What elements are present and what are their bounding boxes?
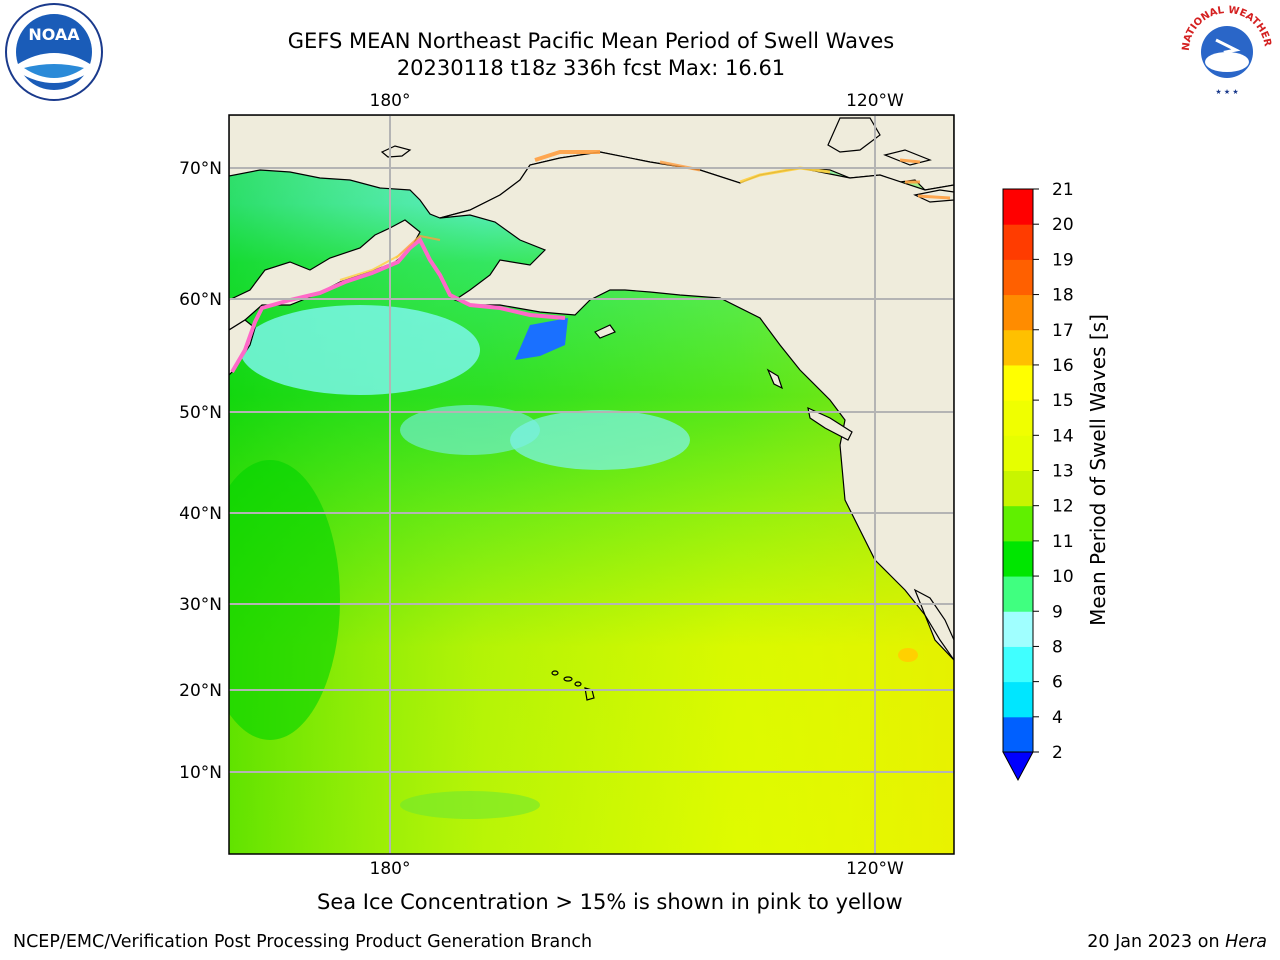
colorbar-swatch [1003,646,1033,683]
lat-label-10n: 10°N [179,763,222,783]
colorbar-swatch [1003,364,1033,401]
colorbar-extend-triangle [1002,751,1034,782]
colorbar-tick-label: 16 [1052,356,1074,376]
lon-label-bottom-180: 180° [370,859,411,879]
lat-label-60n: 60°N [179,290,222,310]
noaa-logo-icon: NOAA [5,3,103,101]
sea-ice-note: Sea Ice Concentration > 15% is shown in … [317,890,903,914]
colorbar-tick-label: 15 [1052,391,1074,411]
colorbar-swatch [1003,400,1033,436]
noaa-logo: NOAA [4,2,104,102]
colorbar-tick-label: 11 [1052,532,1074,552]
noaa-logo-text: NOAA [28,25,80,44]
colorbar-swatch [1003,435,1033,471]
nws-logo-icon: NATIONAL WEATHER SERVICE ★ ★ ★ [1172,0,1273,97]
colorbar-tick-label: 19 [1052,250,1074,270]
colorbar-tick-label: 12 [1052,497,1074,517]
lon-label-top-120w: 120°W [846,91,904,111]
sea-ice-edge [230,236,566,374]
colorbar-tick-label: 8 [1052,637,1063,657]
colorbar-swatch [1003,611,1033,647]
colorbar-tick-label: 13 [1052,462,1074,482]
lat-label-20n: 20°N [179,681,222,701]
land-alaska-mainland [439,115,954,661]
colorbar-label: Mean Period of Swell Waves [s] [1086,314,1110,626]
map-gridlines [229,115,954,854]
lat-label-40n: 40°N [179,504,222,524]
colorbar-swatch [1003,189,1033,225]
colorbar-swatch [1003,505,1033,542]
colorbar-swatch [1003,259,1033,296]
chart-subtitle: 20230118 t18z 336h fcst Max: 16.61 [396,56,786,80]
footer-left: NCEP/EMC/Verification Post Processing Pr… [13,932,593,952]
footer-machine: Hera [1225,932,1267,952]
colorbar-tick-label: 17 [1052,321,1074,341]
colorbar-swatch [1003,294,1033,331]
chart-title: GEFS MEAN Northeast Pacific Mean Period … [287,29,895,53]
colorbar-swatch [1003,681,1033,718]
colorbar-swatch [1003,329,1033,366]
colorbar-tick-label: 4 [1052,708,1063,728]
colorbar-tick-label: 6 [1052,673,1063,693]
colorbar-tick-label: 21 [1052,180,1074,200]
colorbar-swatch [1003,716,1033,753]
lat-label-30n: 30°N [179,595,222,615]
colorbar-tick-label: 2 [1052,743,1063,763]
colorbar-tick-label: 20 [1052,215,1074,235]
footer-right: 20 Jan 2023 on Hera [1087,932,1267,952]
colorbar-tick-label: 14 [1052,426,1074,446]
land-arctic-islands [827,117,881,153]
colorbar-swatch [1003,470,1033,507]
lat-label-70n: 70°N [179,159,222,179]
colorbar: 2 4 6 8 9 10 11 12 13 14 15 16 17 18 19 20 21 [1002,180,1074,782]
colorbar-swatch [1003,224,1033,260]
map-frame [228,114,955,855]
colorbar-tick-label: 9 [1052,602,1063,622]
colorbar-swatch [1003,576,1033,612]
lat-label-50n: 50°N [179,403,222,423]
low-period-patch [515,318,568,360]
colorbar-tick-label: 18 [1052,286,1074,306]
colorbar-tick-label: 10 [1052,567,1074,587]
lon-label-bottom-120w: 120°W [846,859,904,879]
footer-date: 20 Jan 2023 on [1087,932,1220,952]
nws-logo: NATIONAL WEATHER SERVICE ★ ★ ★ [1172,0,1278,100]
colorbar-swatch [1003,540,1033,577]
lon-label-top-180: 180° [370,91,411,111]
svg-text:★ ★ ★: ★ ★ ★ [1215,88,1238,96]
